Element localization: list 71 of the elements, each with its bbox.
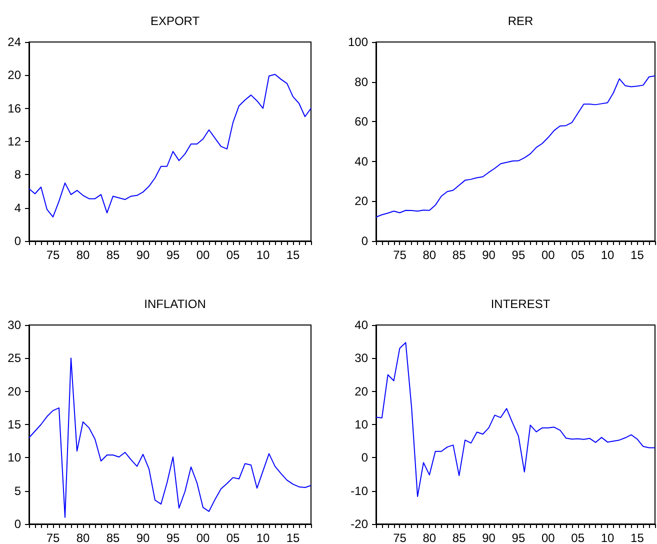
- x-tick-label: 15: [630, 531, 644, 544]
- x-tick-label: 90: [136, 531, 150, 544]
- chart-title: INTEREST: [490, 297, 551, 311]
- y-tick-label: 0: [14, 234, 22, 248]
- y-tick-label: 80: [354, 74, 368, 89]
- y-tick-label: 4: [14, 200, 22, 215]
- x-tick-label: 10: [256, 248, 270, 262]
- x-tick-label: 75: [46, 248, 60, 262]
- x-tick-label: 85: [106, 531, 120, 544]
- x-tick-label: 75: [393, 531, 407, 544]
- chart-title: RER: [508, 14, 534, 28]
- y-tick-label: 25: [8, 351, 22, 366]
- y-tick-label: 20: [354, 384, 368, 398]
- x-tick-label: 75: [46, 531, 60, 544]
- x-tick-label: 05: [226, 248, 240, 262]
- x-tick-label: 95: [166, 531, 180, 544]
- x-tick-label: 05: [571, 248, 585, 262]
- y-tick-label: 0: [14, 517, 22, 531]
- x-tick-label: 80: [422, 531, 436, 544]
- x-tick-label: 10: [600, 248, 615, 262]
- y-tick-label: 20: [354, 194, 368, 208]
- x-tick-label: 85: [452, 531, 466, 544]
- y-tick-label: 100: [348, 35, 368, 49]
- y-tick-label: 40: [354, 154, 368, 168]
- x-tick-label: 90: [482, 531, 496, 544]
- y-tick-label: 30: [354, 351, 368, 366]
- x-tick-label: 00: [196, 531, 210, 544]
- y-tick-label: -20: [350, 517, 368, 531]
- y-tick-label: 20: [8, 68, 22, 82]
- y-tick-label: 60: [354, 114, 368, 129]
- x-tick-label: 15: [286, 248, 300, 262]
- y-tick-label: 20: [8, 384, 22, 398]
- x-tick-label: 05: [571, 531, 585, 544]
- y-tick-label: 30: [8, 318, 22, 332]
- y-tick-label: 12: [8, 134, 22, 148]
- line-series: [376, 342, 656, 497]
- x-tick-label: 95: [166, 248, 180, 262]
- x-tick-label: 05: [226, 531, 240, 544]
- x-tick-label: 15: [630, 248, 644, 262]
- y-tick-label: 24: [8, 35, 22, 49]
- line-series: [376, 75, 656, 218]
- x-tick-label: 80: [422, 248, 436, 262]
- chart-title: INFLATION: [144, 297, 206, 311]
- x-tick-label: 90: [136, 248, 150, 262]
- x-tick-label: 85: [452, 248, 466, 262]
- x-tick-label: 85: [106, 248, 120, 262]
- chart-title: EXPORT: [150, 14, 200, 28]
- x-tick-label: 80: [76, 531, 90, 544]
- line-series: [28, 358, 312, 518]
- x-tick-label: 75: [393, 248, 407, 262]
- y-tick-label: 10: [354, 418, 368, 432]
- x-tick-label: 10: [600, 531, 615, 544]
- y-tick-label: 0: [361, 234, 368, 248]
- y-tick-label: 15: [8, 418, 22, 432]
- y-tick-label: -10: [350, 484, 368, 498]
- y-tick-label: 0: [361, 450, 368, 465]
- y-tick-label: 10: [8, 450, 22, 465]
- y-tick-label: 8: [14, 168, 22, 182]
- x-tick-label: 15: [286, 531, 300, 544]
- x-tick-label: 90: [482, 248, 496, 262]
- line-series: [28, 74, 312, 218]
- x-tick-label: 10: [256, 531, 270, 544]
- y-tick-label: 40: [354, 318, 368, 332]
- x-tick-label: 00: [541, 248, 556, 262]
- x-tick-label: 95: [512, 248, 526, 262]
- y-tick-label: 5: [14, 484, 22, 498]
- x-tick-label: 00: [541, 531, 556, 544]
- y-tick-label: 16: [8, 101, 22, 116]
- x-tick-label: 80: [76, 248, 90, 262]
- x-tick-label: 95: [512, 531, 526, 544]
- x-tick-label: 00: [196, 248, 210, 262]
